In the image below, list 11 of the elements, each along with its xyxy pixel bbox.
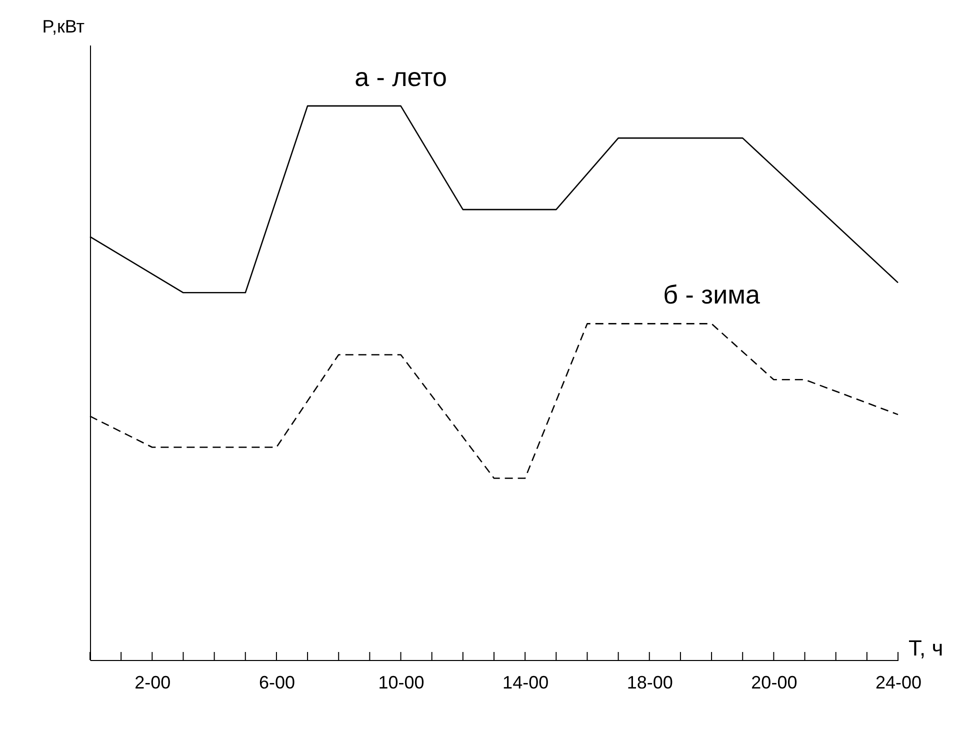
series-label: а - лето <box>354 62 447 92</box>
series-label: б - зима <box>663 280 760 310</box>
x-axis-title: T, ч <box>908 636 944 660</box>
y-axis-title: P,кВт <box>42 16 84 36</box>
x-tick-label: 20-00 <box>751 672 798 692</box>
x-tick-label: 18-00 <box>626 672 673 692</box>
x-tick-label: 14-00 <box>502 672 549 692</box>
x-tick-label: 10-00 <box>378 672 424 692</box>
x-tick-label: 6-00 <box>258 672 295 692</box>
x-tick-label: 24-00 <box>875 672 922 692</box>
x-tick-label: 2-00 <box>134 672 171 692</box>
